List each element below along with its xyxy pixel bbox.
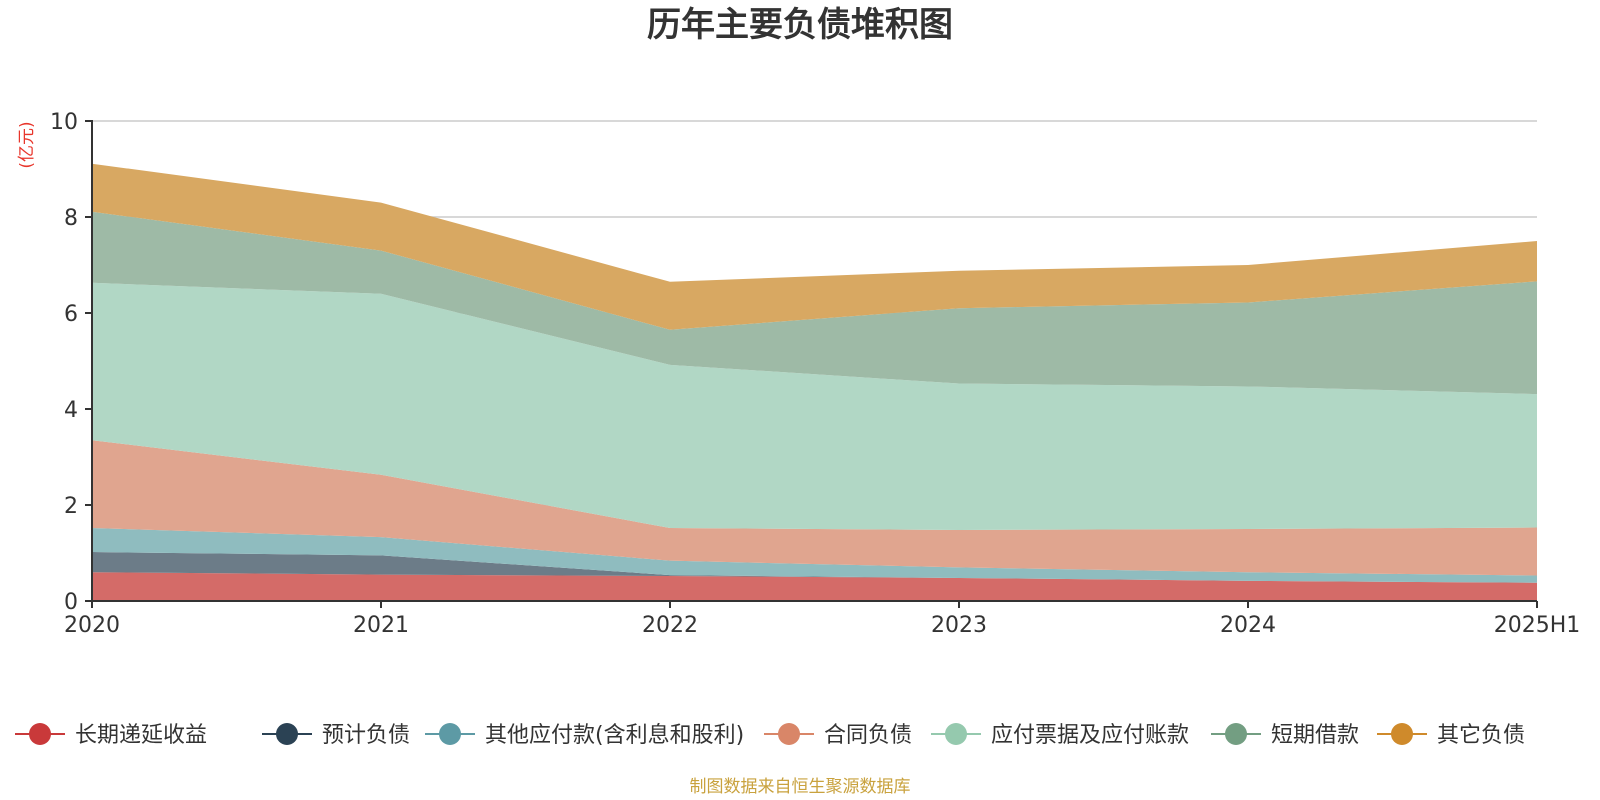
x-tick-label: 2025H1 xyxy=(1494,613,1581,638)
legend-item[interactable]: 短期借款 xyxy=(1211,723,1359,748)
y-tick-label: 10 xyxy=(50,110,78,135)
legend-marker-icon xyxy=(1225,723,1247,745)
legend-item[interactable]: 预计负债 xyxy=(262,723,410,748)
chart-title: 历年主要负债堆积图 xyxy=(647,5,953,45)
area-series-1 xyxy=(92,572,1537,601)
legend-item[interactable]: 长期递延收益 xyxy=(15,723,207,748)
y-tick-label: 6 xyxy=(64,302,78,327)
y-tick-label: 2 xyxy=(64,494,78,519)
legend-item[interactable]: 其他应付款(含利息和股利) xyxy=(425,723,744,748)
x-tick-label: 2021 xyxy=(353,613,409,638)
legend: 长期递延收益 预计负债 其他应付款(含利息和股利) 合同负债 应付票据及应付账款 短期借款… xyxy=(15,723,1525,748)
legend-label: 长期递延收益 xyxy=(75,723,207,748)
legend-marker-icon xyxy=(778,723,800,745)
legend-marker-icon xyxy=(1391,723,1413,745)
x-tick-label: 2023 xyxy=(931,613,987,638)
legend-label: 短期借款 xyxy=(1271,723,1359,748)
data-source-note: 制图数据来自恒生聚源数据库 xyxy=(690,777,911,797)
area-series-5 xyxy=(92,282,1537,530)
x-tick-label: 2022 xyxy=(642,613,698,638)
legend-item[interactable]: 应付票据及应付账款 xyxy=(931,723,1189,748)
legend-marker-icon xyxy=(276,723,298,745)
legend-label: 其他应付款(含利息和股利) xyxy=(485,723,744,748)
legend-label: 其它负债 xyxy=(1437,723,1525,748)
y-tick-label: 4 xyxy=(64,398,78,423)
legend-label: 合同负债 xyxy=(824,723,912,748)
y-tick-label: 8 xyxy=(64,206,78,231)
area-series-6 xyxy=(92,211,1537,395)
legend-marker-icon xyxy=(439,723,461,745)
y-tick-label: 0 xyxy=(64,590,78,615)
legend-item[interactable]: 其它负债 xyxy=(1377,723,1525,748)
y-axis-unit-label: (亿元) xyxy=(17,121,37,168)
area-series-group xyxy=(92,163,1537,601)
axes: 0 2 4 6 8 10 2020 2021 2022 2023 2024 2025H1 xyxy=(50,110,1580,638)
area-series-4 xyxy=(92,440,1537,576)
legend-marker-icon xyxy=(945,723,967,745)
x-tick-label: 2020 xyxy=(64,613,120,638)
area-series-3 xyxy=(92,528,1537,583)
legend-label: 应付票据及应付账款 xyxy=(991,723,1189,748)
x-tick-label: 2024 xyxy=(1220,613,1276,638)
legend-label: 预计负债 xyxy=(322,723,410,748)
area-series-7 xyxy=(92,163,1537,330)
legend-item[interactable]: 合同负债 xyxy=(764,723,912,748)
area-series-2 xyxy=(92,552,1537,583)
legend-marker-icon xyxy=(29,723,51,745)
